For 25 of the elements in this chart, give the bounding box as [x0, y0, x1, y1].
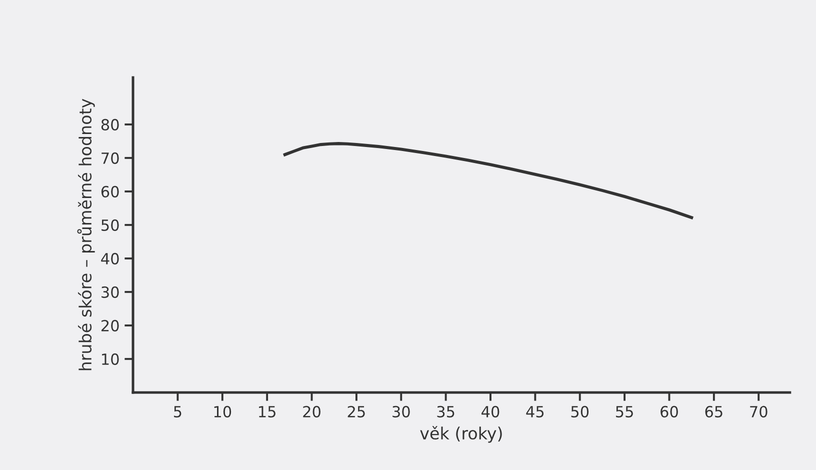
- x-axis-title: věk (roky): [420, 426, 502, 443]
- x-tick-label: 25: [348, 406, 365, 418]
- x-tick-label: 45: [526, 406, 544, 418]
- y-tick-label: 50: [102, 219, 119, 231]
- y-tick-label: 60: [101, 186, 119, 198]
- x-tick-label: 35: [437, 406, 454, 418]
- x-tick-label: 50: [571, 406, 589, 418]
- line-series: [283, 142, 694, 220]
- x-tick-label: 60: [660, 406, 678, 418]
- x-tick-label: 20: [303, 406, 320, 418]
- x-tick-label: 10: [214, 406, 232, 418]
- y-axis-title: hrubé skóre – průměrné hodnoty: [77, 98, 95, 370]
- y-tick-label: 10: [102, 353, 119, 365]
- y-tick-label: 80: [101, 118, 119, 130]
- y-tick-label: 20: [101, 320, 119, 332]
- x-tick-label: 5: [174, 406, 182, 418]
- y-tick-label: 30: [102, 286, 119, 298]
- x-tick-label: 15: [259, 406, 276, 418]
- x-tick-label: 70: [750, 406, 768, 418]
- x-tick-label: 65: [705, 406, 722, 418]
- y-tick-label: 40: [101, 252, 119, 264]
- x-tick-label: 40: [482, 406, 500, 418]
- x-tick-label: 30: [392, 406, 410, 418]
- x-tick-label: 55: [616, 406, 633, 418]
- y-tick-label: 70: [102, 152, 119, 164]
